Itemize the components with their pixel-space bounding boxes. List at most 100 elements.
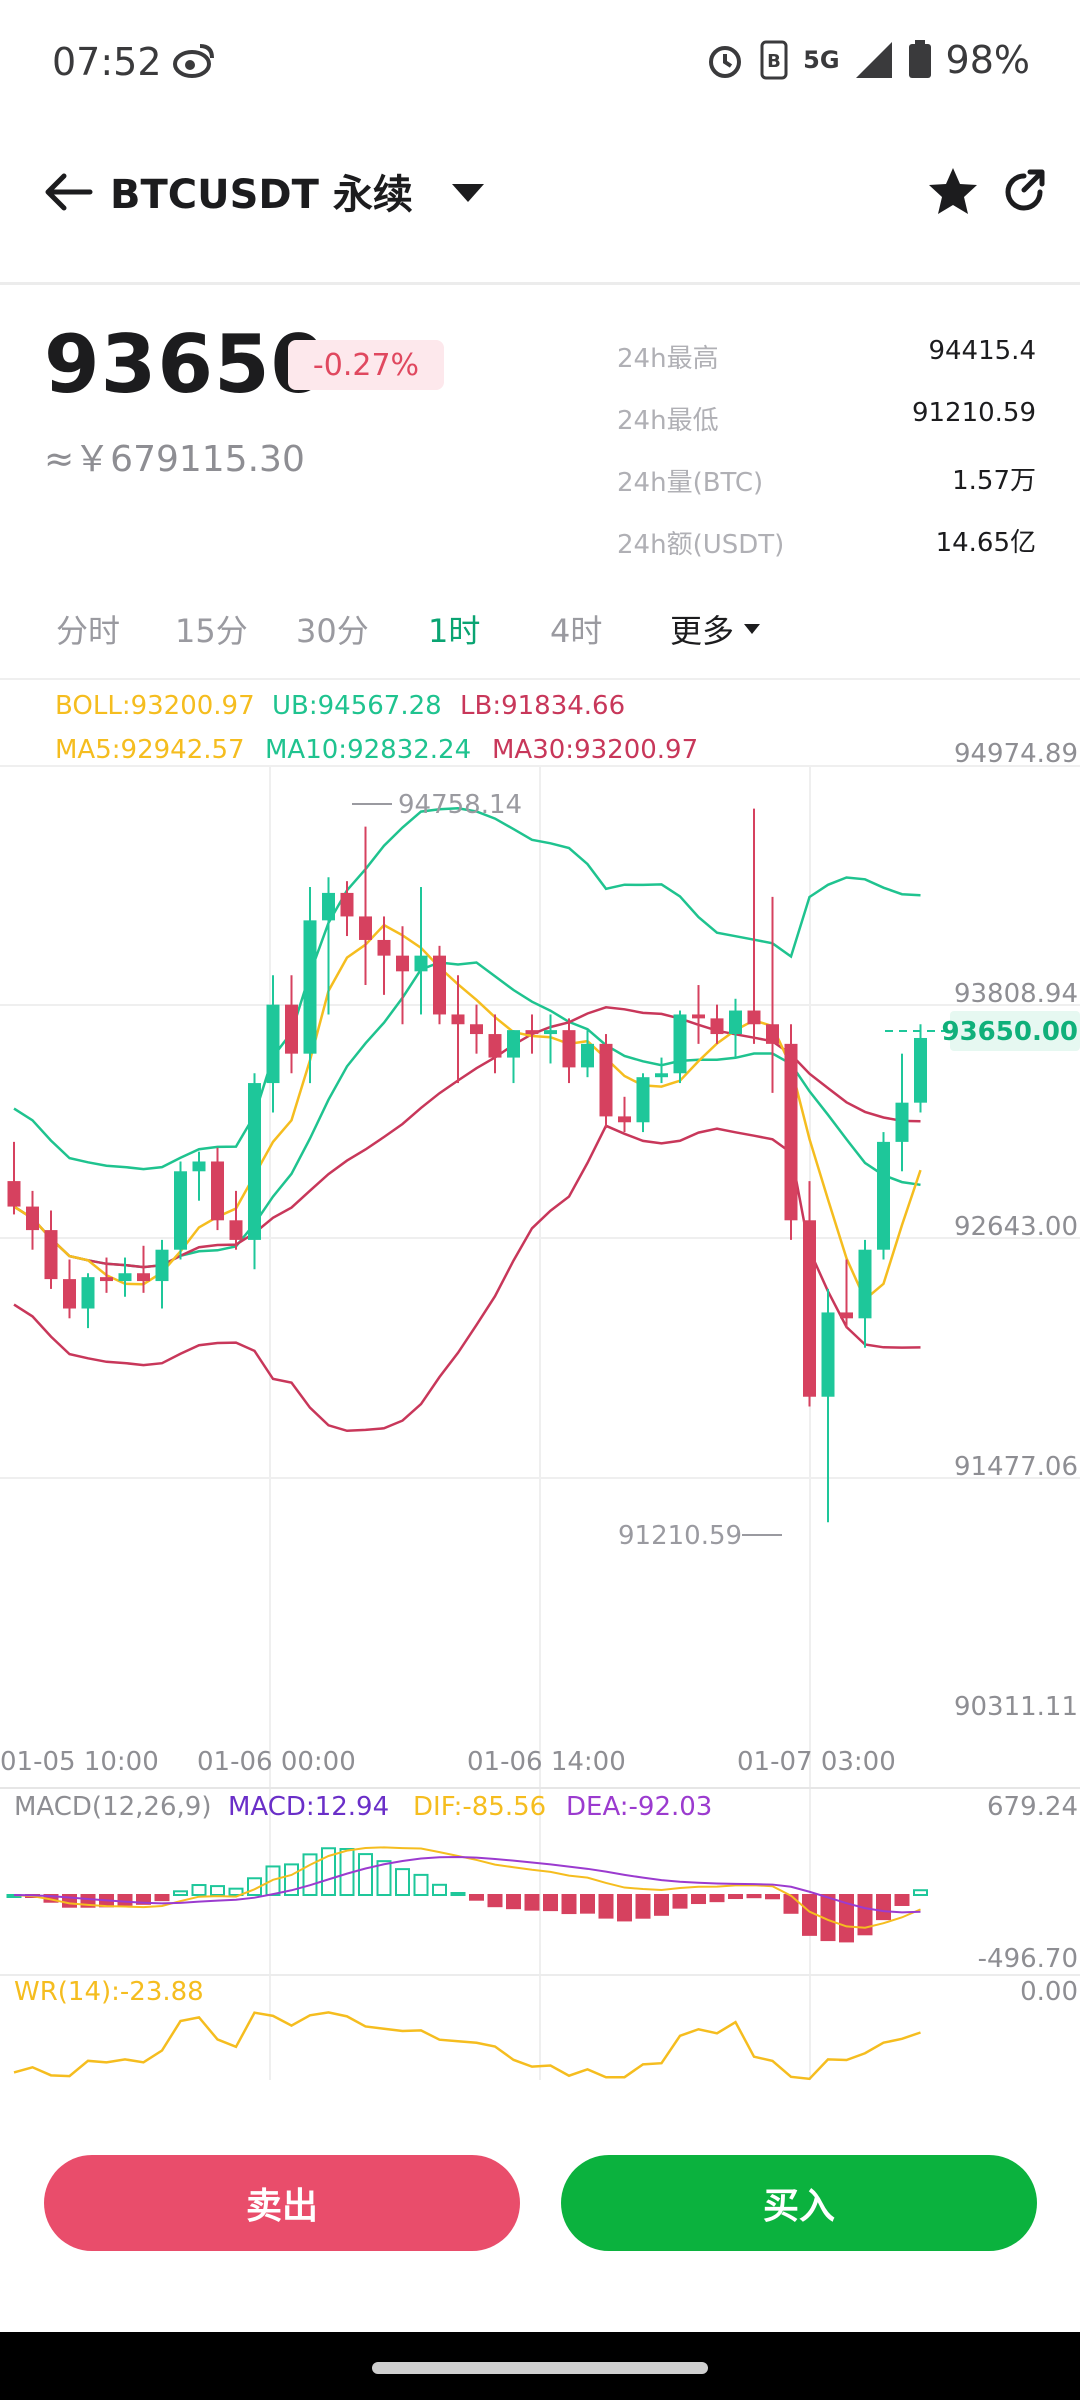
candle-body — [747, 1010, 761, 1025]
macd-panel — [6, 1846, 928, 1943]
stat-value-high: 94415.4 — [928, 336, 1036, 366]
candle-body — [599, 1043, 613, 1117]
tab-4h[interactable]: 4时 — [550, 612, 603, 650]
tab-timeline[interactable]: 分时 — [56, 612, 121, 650]
macd-histogram-bar — [487, 1894, 503, 1908]
candle-body — [137, 1273, 150, 1282]
dropdown-caret-icon[interactable] — [448, 178, 488, 208]
share-icon[interactable] — [1000, 166, 1048, 214]
candle-body — [248, 1083, 261, 1240]
macd-histogram-bar — [746, 1894, 762, 1899]
candle-body — [895, 1102, 909, 1142]
time-axis: 01-05 10:00 01-06 00:00 01-06 14:00 01-0… — [0, 1747, 896, 1777]
battery-icon — [908, 40, 931, 78]
candle-body — [766, 1024, 779, 1044]
back-arrow-icon[interactable] — [38, 162, 98, 222]
cny-price: ≈￥679115.30 — [44, 439, 305, 480]
buy-button[interactable]: 买入 — [561, 2155, 1037, 2251]
candle-body — [322, 892, 335, 921]
signal-icon — [855, 42, 892, 78]
current-price-tag: 93650.00 — [885, 1011, 1080, 1051]
tab-15m[interactable]: 15分 — [175, 612, 248, 650]
macd-histogram-bar — [321, 1847, 336, 1897]
time-tick: 01-06 14:00 — [467, 1747, 626, 1777]
candle-body — [433, 955, 446, 1015]
candle-body — [562, 1030, 576, 1068]
chart-grid — [0, 765, 1080, 2080]
dea-label: DEA:-92.03 — [566, 1792, 712, 1822]
candlesticks — [7, 808, 927, 1523]
alarm-icon — [709, 46, 742, 78]
sell-button[interactable]: 卖出 — [44, 2155, 520, 2251]
period-tabs: 分时 15分 30分 1时 4时 更多 — [0, 598, 1080, 680]
wr-axis-max: 0.00 — [1020, 1977, 1078, 2007]
status-bar: 07:52 B 5G 98% — [0, 0, 1080, 130]
boll-label: BOLL:93200.97 — [55, 691, 255, 721]
candle-body — [100, 1277, 113, 1282]
tab-1h[interactable]: 1时 — [428, 612, 481, 650]
candle-body — [655, 1073, 668, 1078]
tab-more-label: 更多 — [670, 612, 735, 650]
status-icons: B 5G 98% — [705, 38, 1030, 82]
candle-body — [81, 1277, 95, 1309]
candle-body — [784, 1043, 798, 1221]
macd-histogram-bar — [376, 1860, 392, 1896]
candle-body — [692, 1014, 705, 1019]
macd-histogram-bar — [62, 1894, 77, 1908]
candle-body — [840, 1312, 853, 1319]
candle-body — [803, 1220, 816, 1397]
last-price: 93650 — [44, 318, 328, 411]
candle-body — [174, 1171, 187, 1250]
macd-histogram-bar — [691, 1894, 706, 1905]
candle-body — [396, 955, 409, 972]
candle-body — [266, 1004, 280, 1084]
macd-histogram-bar — [413, 1873, 429, 1896]
candle-body — [211, 1161, 224, 1221]
macd-axis-min: -496.70 — [978, 1944, 1078, 1974]
stat-value-volume: 1.57万 — [952, 466, 1036, 496]
tab-30m[interactable]: 30分 — [296, 612, 369, 650]
candle-body — [710, 1018, 724, 1035]
candle-body — [303, 920, 317, 1054]
stat-label-turnover: 24h额(USDT) — [617, 530, 785, 560]
current-price-tag-label: 93650.00 — [941, 1017, 1078, 1047]
candle-body — [858, 1249, 872, 1319]
header: BTCUSDT 永续 — [0, 140, 1080, 285]
stat-label-low: 24h最低 — [617, 406, 719, 436]
candle-body — [285, 1004, 298, 1054]
symbol-title[interactable]: BTCUSDT 永续 — [110, 172, 413, 218]
macd-histogram-bar — [117, 1894, 133, 1906]
macd-histogram-bar — [543, 1894, 558, 1912]
hd-icon: B — [760, 40, 788, 80]
star-icon[interactable] — [925, 164, 981, 220]
candle-body — [118, 1273, 132, 1282]
ma5-label: MA5:92942.57 — [55, 735, 245, 765]
macd-histogram-bar — [894, 1894, 910, 1906]
macd-histogram-bar — [783, 1894, 799, 1914]
ub-label: UB:94567.28 — [272, 691, 442, 721]
time-tick: 01-06 00:00 — [197, 1747, 356, 1777]
candle-body — [673, 1014, 687, 1074]
macd-value-label: MACD:12.94 — [228, 1792, 389, 1822]
status-time: 07:52 — [52, 40, 162, 84]
dif-label: DIF:-85.56 — [413, 1792, 546, 1822]
stat-label-volume: 24h量(BTC) — [617, 468, 764, 498]
candle-body — [155, 1249, 169, 1282]
5g-icon: 5G — [803, 46, 840, 74]
candle-body — [525, 1030, 539, 1035]
macd-histogram-bar — [635, 1894, 651, 1919]
weibo-icon — [173, 44, 214, 78]
candle-body — [877, 1141, 890, 1250]
candle-body — [488, 1034, 502, 1058]
macd-histogram-bar — [672, 1894, 688, 1909]
kline-chart[interactable]: BOLL:93200.97 UB:94567.28 LB:91834.66 MA… — [0, 680, 1080, 2135]
macd-histogram-bar — [802, 1894, 817, 1936]
lower-band-line — [13, 1124, 921, 1433]
home-indicator[interactable] — [372, 2362, 708, 2374]
wr-panel — [13, 2011, 921, 2081]
candle-body — [914, 1037, 927, 1103]
price-axis: 94974.89 93808.94 92643.00 91477.06 9031… — [954, 739, 1078, 1722]
caret-down-icon — [744, 624, 761, 634]
candle-body — [26, 1206, 39, 1231]
tab-more[interactable]: 更多 — [670, 606, 762, 652]
